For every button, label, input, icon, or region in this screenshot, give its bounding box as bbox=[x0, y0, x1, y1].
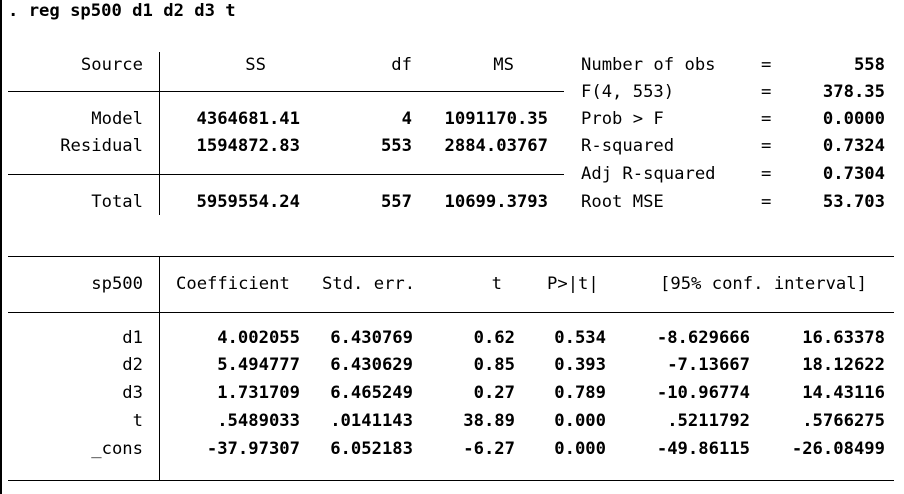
stat-label: Root MSE bbox=[581, 192, 664, 212]
coef-vertical-rule bbox=[159, 256, 160, 480]
coef-ci-lower: -10.96774 bbox=[656, 383, 750, 403]
anova-header-rule bbox=[8, 91, 564, 92]
coef-ci-lower: .5211792 bbox=[667, 411, 750, 431]
anova-source: Model bbox=[91, 109, 143, 129]
coef-ci-upper: 14.43116 bbox=[802, 383, 885, 403]
coef-stderr: 6.430769 bbox=[330, 328, 413, 348]
coef-header-stderr: Std. err. bbox=[322, 274, 416, 294]
anova-source: Total bbox=[91, 192, 143, 212]
coef-tstat: 0.85 bbox=[473, 355, 515, 375]
anova-ms: 10699.3793 bbox=[444, 192, 548, 212]
coef-value: 4.002055 bbox=[217, 328, 300, 348]
stat-label: Number of obs bbox=[581, 55, 716, 75]
anova-ss: 5959554.24 bbox=[196, 192, 300, 212]
coef-stderr: 6.430629 bbox=[330, 355, 413, 375]
coef-header-coefficient: Coefficient bbox=[176, 274, 290, 294]
coef-ci-lower: -7.13667 bbox=[667, 355, 750, 375]
coef-var: d2 bbox=[122, 355, 143, 375]
stat-value: 378.35 bbox=[822, 82, 885, 102]
stat-label: Prob > F bbox=[581, 109, 664, 129]
stat-equals: = bbox=[761, 164, 772, 184]
anova-total-rule bbox=[8, 174, 564, 175]
coef-header-t: t bbox=[491, 274, 502, 294]
coef-header-var: sp500 bbox=[91, 274, 143, 294]
stat-value: 0.7304 bbox=[822, 164, 885, 184]
anova-ms: 1091170.35 bbox=[444, 109, 548, 129]
stat-value: 0.0000 bbox=[822, 109, 885, 129]
anova-source: Residual bbox=[60, 136, 143, 156]
coef-top-rule bbox=[8, 256, 894, 257]
coef-var: _cons bbox=[91, 439, 143, 459]
coef-value: .5489033 bbox=[217, 411, 300, 431]
coef-ci-upper: -26.08499 bbox=[791, 439, 885, 459]
anova-df: 4 bbox=[401, 109, 412, 129]
anova-header-ss: SS bbox=[245, 55, 266, 75]
coef-header-rule bbox=[8, 312, 894, 313]
coef-bottom-rule bbox=[8, 480, 894, 481]
anova-vertical-rule bbox=[159, 52, 160, 215]
stat-label: F(4, 553) bbox=[581, 82, 675, 102]
stat-value: 53.703 bbox=[822, 192, 885, 212]
stat-equals: = bbox=[761, 192, 772, 212]
anova-df: 553 bbox=[380, 136, 412, 156]
coef-ci-lower: -8.629666 bbox=[656, 328, 750, 348]
stat-label: Adj R-squared bbox=[581, 164, 716, 184]
coef-tstat: -6.27 bbox=[463, 439, 515, 459]
coef-value: 1.731709 bbox=[217, 383, 300, 403]
coef-header-pvalue: P>|t| bbox=[547, 274, 599, 294]
coef-ci-upper: 18.12622 bbox=[802, 355, 885, 375]
coef-ci-upper: 16.63378 bbox=[802, 328, 885, 348]
coef-tstat: 0.62 bbox=[473, 328, 515, 348]
coef-pvalue: 0.789 bbox=[554, 383, 606, 403]
coef-var: d1 bbox=[122, 328, 143, 348]
stat-equals: = bbox=[761, 55, 772, 75]
coef-ci-upper: .5766275 bbox=[802, 411, 885, 431]
anova-header-ms: MS bbox=[493, 55, 514, 75]
coef-pvalue: 0.393 bbox=[554, 355, 606, 375]
stat-value: 0.7324 bbox=[822, 136, 885, 156]
coef-pvalue: 0.534 bbox=[554, 328, 606, 348]
anova-ss: 1594872.83 bbox=[196, 136, 300, 156]
command-line: . reg sp500 d1 d2 d3 t bbox=[8, 1, 236, 21]
coef-var: d3 bbox=[122, 383, 143, 403]
anova-df: 557 bbox=[380, 192, 412, 212]
coef-stderr: 6.465249 bbox=[330, 383, 413, 403]
coef-value: 5.494777 bbox=[217, 355, 300, 375]
coef-pvalue: 0.000 bbox=[554, 411, 606, 431]
coef-stderr: 6.052183 bbox=[330, 439, 413, 459]
anova-header-df: df bbox=[391, 55, 412, 75]
stat-value: 558 bbox=[853, 55, 885, 75]
coef-ci-lower: -49.86115 bbox=[656, 439, 750, 459]
stat-equals: = bbox=[761, 109, 772, 129]
coef-var: t bbox=[132, 411, 143, 431]
anova-ms: 2884.03767 bbox=[444, 136, 548, 156]
coef-value: -37.97307 bbox=[206, 439, 300, 459]
output-left-border bbox=[0, 0, 2, 494]
anova-ss: 4364681.41 bbox=[196, 109, 300, 129]
coef-stderr: .0141143 bbox=[330, 411, 413, 431]
stat-label: R-squared bbox=[581, 136, 675, 156]
coef-header-ci: [95% conf. interval] bbox=[660, 274, 867, 294]
stat-equals: = bbox=[761, 82, 772, 102]
coef-pvalue: 0.000 bbox=[554, 439, 606, 459]
anova-header-source: Source bbox=[80, 55, 143, 75]
stat-equals: = bbox=[761, 136, 772, 156]
coef-tstat: 0.27 bbox=[473, 383, 515, 403]
coef-tstat: 38.89 bbox=[463, 411, 515, 431]
